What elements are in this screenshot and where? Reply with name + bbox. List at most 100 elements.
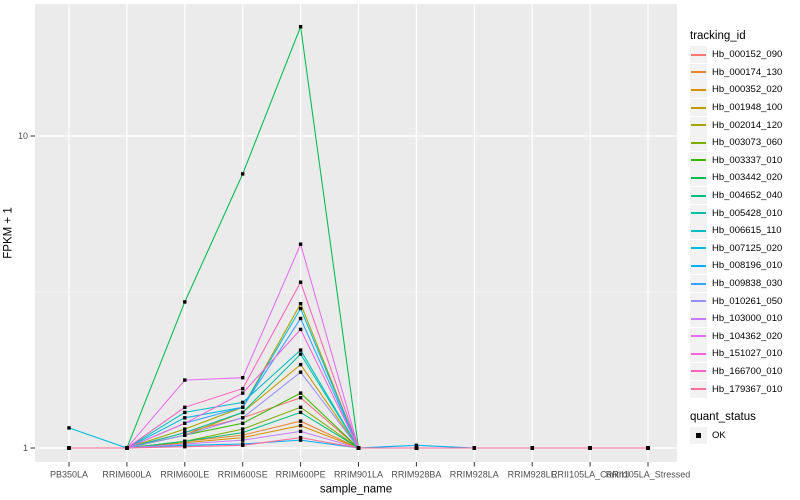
legend-key-swatch	[690, 46, 707, 64]
data-point	[67, 426, 71, 430]
data-point	[298, 362, 303, 367]
legend-key-swatch	[690, 204, 707, 222]
data-point	[241, 391, 245, 395]
legend-key-swatch	[690, 81, 707, 99]
square-point-icon	[696, 433, 701, 439]
legend-line-icon	[691, 335, 706, 338]
legend-key-swatch	[690, 151, 707, 169]
legend-label: Hb_004652_040	[712, 190, 783, 202]
data-point	[298, 327, 303, 332]
x-tick-label: RRIM928LA	[450, 470, 499, 480]
legend-item-Hb_166700_010: Hb_166700_010	[688, 362, 800, 381]
data-point	[298, 419, 303, 423]
x-tick-label: RRIM600LA	[102, 470, 151, 480]
legend-label: Hb_003442_020	[712, 172, 783, 184]
y-axis-title: FPKM + 1	[3, 207, 15, 258]
legend: tracking_id Hb_000152_090 Hb_000174_130 Hb…	[688, 30, 800, 445]
legend-label: Hb_000352_020	[712, 84, 783, 96]
data-point	[241, 386, 245, 391]
legend-key-swatch	[690, 116, 707, 134]
data-point	[125, 446, 129, 450]
legend-key-swatch	[690, 222, 707, 240]
x-tick-label: RRIM600PE	[276, 470, 326, 480]
legend-label: Hb_007125_020	[712, 242, 783, 254]
legend-label: Hb_006615_110	[712, 225, 782, 237]
data-point	[183, 430, 187, 435]
legend-line-icon	[691, 106, 706, 109]
data-point	[183, 300, 187, 304]
legend-item-Hb_002014_120: Hb_002014_120	[688, 116, 800, 134]
legend-line-icon	[691, 247, 706, 250]
legend-label: Hb_002014_120	[712, 119, 783, 131]
y-tick-label: 10	[18, 131, 28, 141]
legend-label: Hb_001948_100	[712, 102, 783, 114]
x-tick-label: RRIM600LE	[160, 470, 209, 480]
legend-item-Hb_000352_020: Hb_000352_020	[688, 81, 800, 99]
data-point	[588, 446, 592, 450]
legend-item-Hb_005428_010: Hb_005428_010	[688, 204, 800, 222]
x-tick-label: PB350LA	[50, 470, 88, 480]
data-point	[414, 446, 419, 450]
data-point	[241, 410, 245, 415]
legend-item-Hb_003073_060: Hb_003073_060	[688, 134, 800, 152]
data-point	[298, 438, 303, 442]
legend-label: Hb_005428_010	[712, 207, 783, 219]
data-point	[298, 242, 303, 246]
legend-key-swatch	[690, 292, 707, 310]
x-tick-label: RRIM901LA	[334, 470, 383, 480]
data-point	[241, 427, 245, 431]
data-point	[298, 396, 303, 400]
legend-label: Hb_000174_130	[712, 66, 783, 78]
legend-line-icon	[691, 71, 706, 74]
legend-item-Hb_003337_010: Hb_003337_010	[688, 151, 800, 170]
legend-item-Hb_000152_090: Hb_000152_090	[688, 46, 800, 64]
data-point	[298, 352, 303, 356]
x-tick-label: RRIM928LE	[508, 470, 557, 480]
data-point	[183, 439, 187, 444]
legend-line-icon	[691, 370, 706, 373]
legend-line-icon	[691, 88, 706, 91]
data-point	[241, 433, 245, 437]
data-point	[241, 405, 245, 409]
legend-item-Hb_151027_010: Hb_151027_010	[688, 345, 800, 363]
data-point	[183, 421, 187, 425]
data-point	[241, 435, 245, 440]
legend-label: Hb_008196_010	[712, 260, 783, 272]
legend-key-swatch	[690, 310, 707, 328]
legend-item-Hb_001948_100: Hb_001948_100	[688, 99, 800, 117]
legend-key-swatch	[690, 380, 707, 398]
data-point	[298, 429, 303, 434]
legend-line-icon	[691, 352, 706, 355]
data-point	[646, 446, 650, 450]
data-point	[298, 391, 303, 395]
data-point	[183, 405, 187, 409]
data-point	[298, 306, 303, 311]
legend-key-swatch	[690, 239, 707, 257]
data-point	[414, 443, 419, 447]
legend-item-Hb_006615_110: Hb_006615_110	[688, 222, 800, 240]
legend-item-Hb_010261_050: Hb_010261_050	[688, 292, 800, 310]
data-point	[183, 433, 187, 437]
legend-key-swatch	[690, 169, 707, 187]
legend-key-swatch	[690, 362, 707, 380]
legend-label: Hb_166700_010	[712, 365, 783, 377]
data-point	[183, 378, 187, 382]
data-point	[241, 416, 245, 420]
legend-label: Hb_103000_010	[712, 313, 783, 325]
legend-line-icon	[691, 159, 706, 162]
legend-line-icon	[691, 176, 706, 179]
legend-line-icon	[691, 141, 706, 144]
data-point	[183, 416, 187, 420]
legend-label: Hb_003073_060	[712, 137, 783, 149]
legend-line-icon	[691, 212, 706, 215]
legend-label: Hb_151027_010	[712, 348, 783, 360]
legend-item-Hb_009838_030: Hb_009838_030	[688, 275, 800, 293]
legend-item-Hb_003442_020: Hb_003442_020	[688, 169, 800, 187]
legend-item-Hb_008196_010: Hb_008196_010	[688, 257, 800, 275]
x-axis-title: sample_name	[320, 484, 392, 496]
legend-item-Hb_000174_130: Hb_000174_130	[688, 63, 800, 82]
x-tick-label: RRII105LA_Control	[551, 470, 629, 480]
data-point	[183, 445, 187, 449]
x-tick-label: RRIM600SE	[218, 470, 268, 480]
